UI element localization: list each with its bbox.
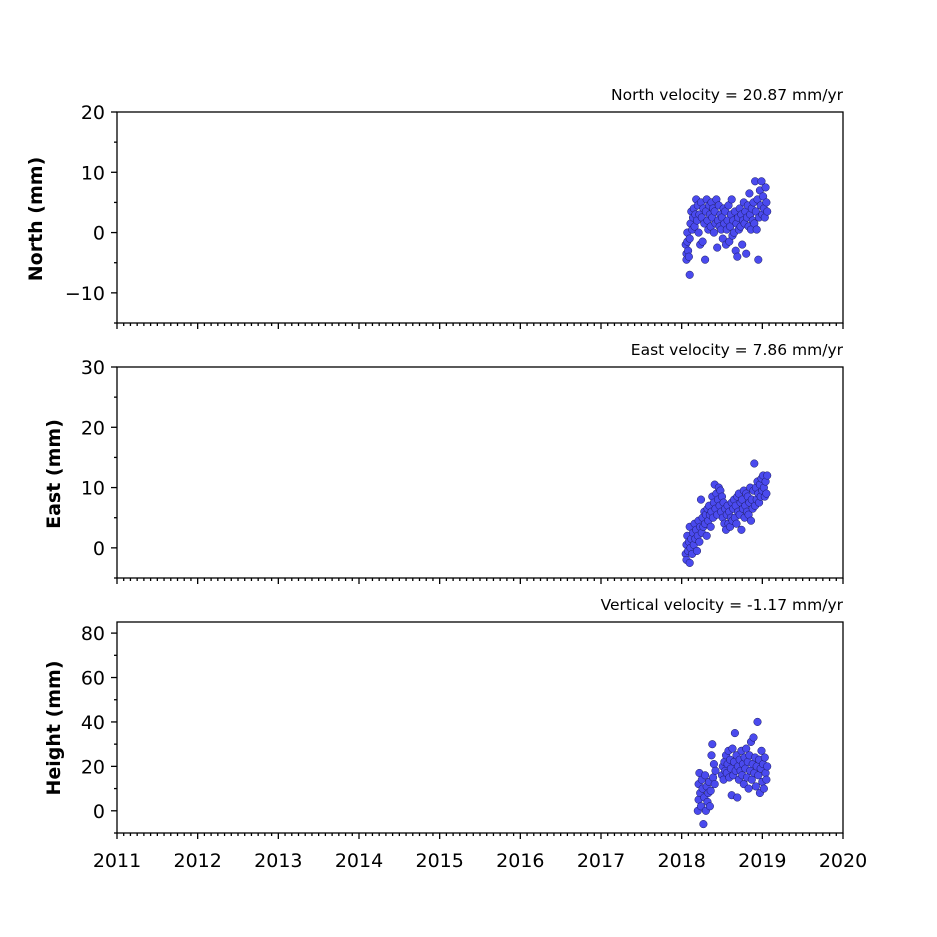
data-point (733, 793, 742, 802)
north-panel: North velocity = 20.87 mm/yr North (mm) … (25, 86, 844, 329)
data-point (760, 753, 769, 762)
data-point (762, 198, 771, 207)
data-point (763, 471, 772, 480)
data-point (750, 459, 759, 468)
y-tick-label: 60 (81, 668, 105, 690)
data-point (757, 177, 766, 186)
x-tick-label: 2016 (496, 850, 544, 872)
data-point (685, 270, 694, 279)
x-tick-label: 2018 (657, 850, 705, 872)
data-point (738, 240, 747, 249)
data-point (706, 522, 715, 531)
x-tick-label: 2019 (738, 850, 786, 872)
east-plot-frame (116, 366, 844, 579)
y-tick-label: 0 (93, 223, 105, 245)
data-point (699, 820, 708, 829)
data-point (696, 495, 706, 504)
data-point (707, 751, 716, 760)
data-point (746, 516, 756, 525)
data-point (684, 252, 693, 261)
north-y-axis-label: North (mm) (25, 157, 47, 282)
east-points (681, 459, 772, 567)
data-point (733, 252, 742, 261)
y-tick-label: 20 (81, 102, 105, 124)
data-point (742, 249, 751, 258)
data-point (708, 740, 717, 749)
data-point (762, 775, 771, 784)
height-points (693, 717, 772, 829)
y-tick-label: 10 (81, 162, 105, 184)
east-y-axis-label: East (mm) (43, 419, 65, 529)
data-point (706, 786, 715, 795)
height-plot-frame (116, 621, 844, 834)
data-point (742, 744, 751, 753)
data-point (763, 207, 772, 216)
data-point (754, 255, 763, 264)
data-point (753, 717, 762, 726)
height-panel: Vertical velocity = -1.17 mm/yr Height (… (43, 596, 867, 872)
y-tick-label: −10 (65, 283, 105, 305)
data-point (763, 762, 772, 771)
data-point (695, 537, 704, 546)
x-tick-label: 2014 (335, 850, 383, 872)
y-tick-label: 80 (81, 623, 105, 645)
data-point (701, 771, 710, 780)
y-tick-label: 20 (81, 417, 105, 439)
data-point (752, 225, 761, 234)
data-point (685, 234, 694, 243)
data-point (727, 195, 736, 204)
data-point (730, 729, 739, 738)
x-tick-label: 2015 (415, 850, 463, 872)
east-ticks: 30 20 10 0 (81, 357, 844, 584)
x-tick-label: 2012 (173, 850, 221, 872)
data-point (694, 228, 703, 237)
height-ticks: 80 60 40 20 0 2011 2012 2013 2014 2015 2016 2017 201… (81, 623, 867, 872)
data-point (759, 784, 768, 793)
data-point (732, 519, 741, 528)
y-tick-label: 0 (93, 801, 105, 823)
data-point (757, 746, 766, 755)
y-tick-label: 20 (81, 756, 105, 778)
data-point (709, 760, 718, 769)
east-panel: East velocity = 7.86 mm/yr East (mm) 30 2… (43, 341, 844, 584)
data-point (713, 243, 722, 252)
data-point (705, 802, 714, 811)
height-y-axis-label: Height (mm) (43, 660, 65, 795)
y-tick-label: 0 (93, 538, 105, 560)
data-point (745, 189, 754, 198)
x-tick-label: 2017 (577, 850, 625, 872)
data-point (685, 558, 694, 567)
x-tick-label: 2011 (93, 850, 141, 872)
vertical-velocity-title: Vertical velocity = -1.17 mm/yr (601, 596, 844, 614)
north-points (681, 177, 772, 279)
data-point (761, 768, 770, 778)
data-point (711, 766, 720, 775)
data-point (737, 525, 746, 534)
x-tick-label: 2013 (254, 850, 302, 872)
data-point (761, 183, 770, 192)
data-point (701, 255, 710, 264)
north-velocity-title: North velocity = 20.87 mm/yr (611, 86, 844, 104)
y-tick-label: 30 (81, 357, 105, 379)
north-plot-frame (116, 111, 844, 324)
data-point (762, 489, 771, 498)
data-point (698, 237, 707, 246)
north-ticks: 20 10 0 −10 (65, 102, 844, 329)
x-tick-label: 2020 (819, 850, 867, 872)
data-point (710, 780, 719, 789)
data-point (744, 784, 753, 793)
data-point (751, 782, 760, 791)
data-point (749, 733, 758, 742)
data-point (702, 531, 711, 540)
data-point (728, 744, 737, 753)
east-velocity-title: East velocity = 7.86 mm/yr (631, 341, 844, 359)
y-tick-label: 40 (81, 712, 105, 734)
y-tick-label: 10 (81, 478, 105, 500)
data-point (709, 228, 718, 237)
data-point (692, 546, 702, 555)
